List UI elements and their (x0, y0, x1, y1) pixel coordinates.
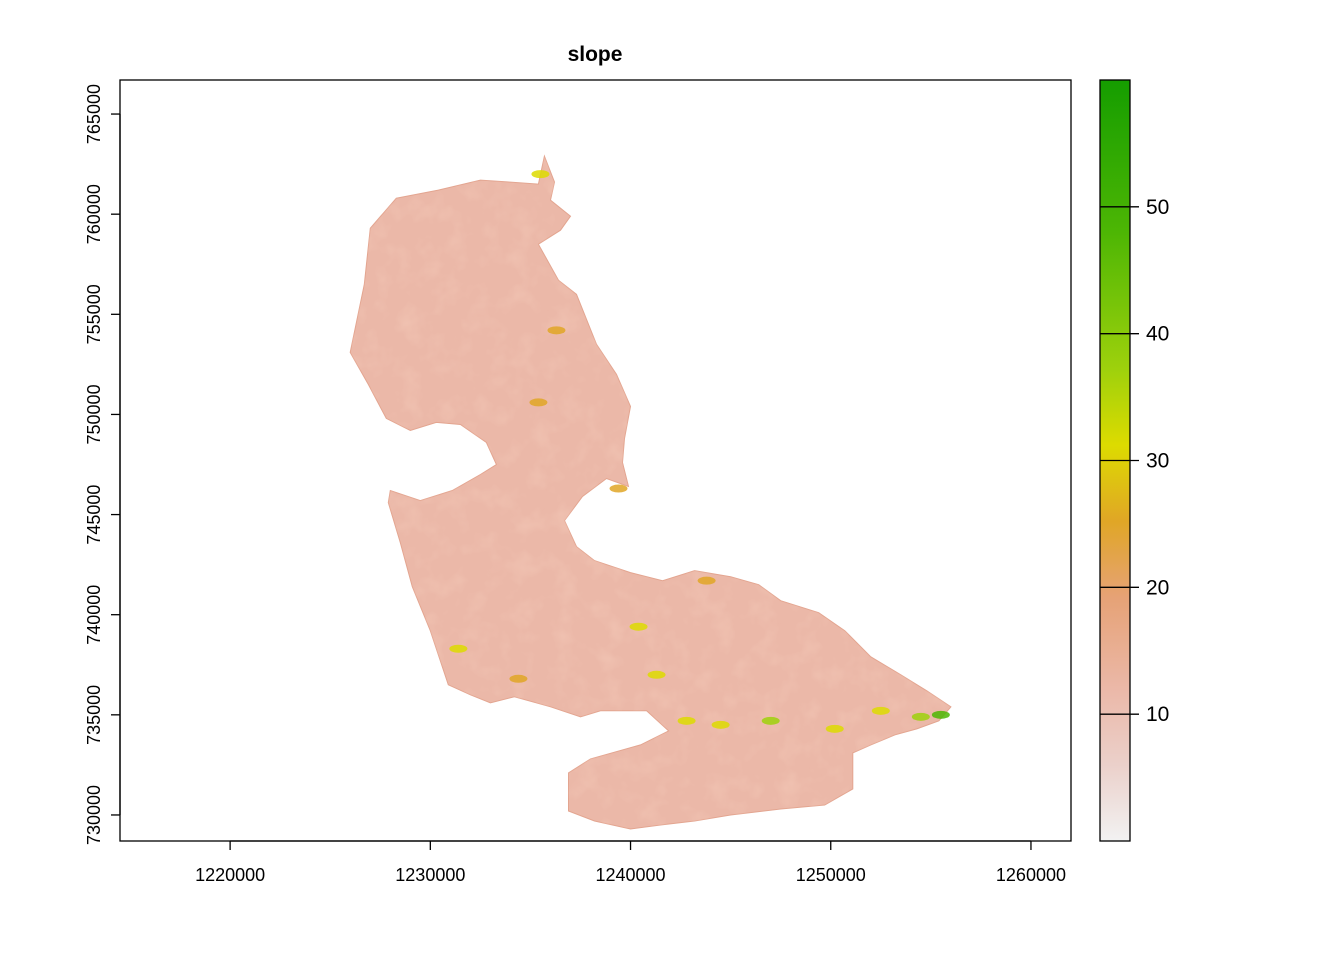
x-tick-label: 1220000 (195, 865, 265, 885)
legend-tick-label: 40 (1146, 323, 1169, 346)
steep-zone (529, 398, 548, 407)
steep-zone (677, 716, 696, 725)
x-tick-label: 1250000 (796, 865, 866, 885)
slope-texture (350, 156, 951, 830)
y-tick-label: 745000 (84, 485, 104, 545)
steep-zone (531, 170, 550, 179)
legend-tick-label: 50 (1146, 196, 1169, 219)
steep-zone (711, 720, 730, 729)
x-axis: 1220000 1230000 1240000 1250000 1260000 (195, 840, 1066, 885)
y-tick-label: 735000 (84, 685, 104, 745)
legend-ticks: 10 20 30 40 50 (1100, 196, 1169, 726)
steep-zone (449, 644, 468, 653)
steep-zone (931, 710, 950, 719)
steep-zone (509, 674, 528, 683)
y-tick-label: 730000 (84, 785, 104, 845)
y-tick-label: 755000 (84, 284, 104, 344)
color-legend: 10 20 30 40 50 (1099, 79, 1169, 842)
steep-zone (911, 712, 930, 721)
legend-tick-label: 20 (1146, 576, 1169, 599)
legend-tick-label: 30 (1146, 450, 1169, 473)
steep-slope-zones (449, 170, 950, 733)
steep-zone (697, 576, 716, 585)
y-axis: 730000 735000 740000 745000 750000 755000 7600… (84, 84, 121, 845)
legend-tick-label: 10 (1146, 703, 1169, 726)
steep-zone (761, 716, 780, 725)
steep-zone (547, 326, 566, 335)
steep-zone (609, 484, 628, 493)
steep-zone (825, 724, 844, 733)
x-tick-label: 1230000 (395, 865, 465, 885)
steep-zone (871, 706, 890, 715)
y-tick-label: 750000 (84, 384, 104, 444)
steep-zone (629, 622, 648, 631)
y-tick-label: 740000 (84, 585, 104, 645)
steep-zone (647, 670, 666, 679)
x-tick-label: 1240000 (595, 865, 665, 885)
y-tick-label: 760000 (84, 184, 104, 244)
slope-raster (349, 154, 952, 830)
y-tick-label: 765000 (84, 84, 104, 144)
map-title: slope (568, 43, 623, 66)
x-tick-label: 1260000 (996, 865, 1066, 885)
